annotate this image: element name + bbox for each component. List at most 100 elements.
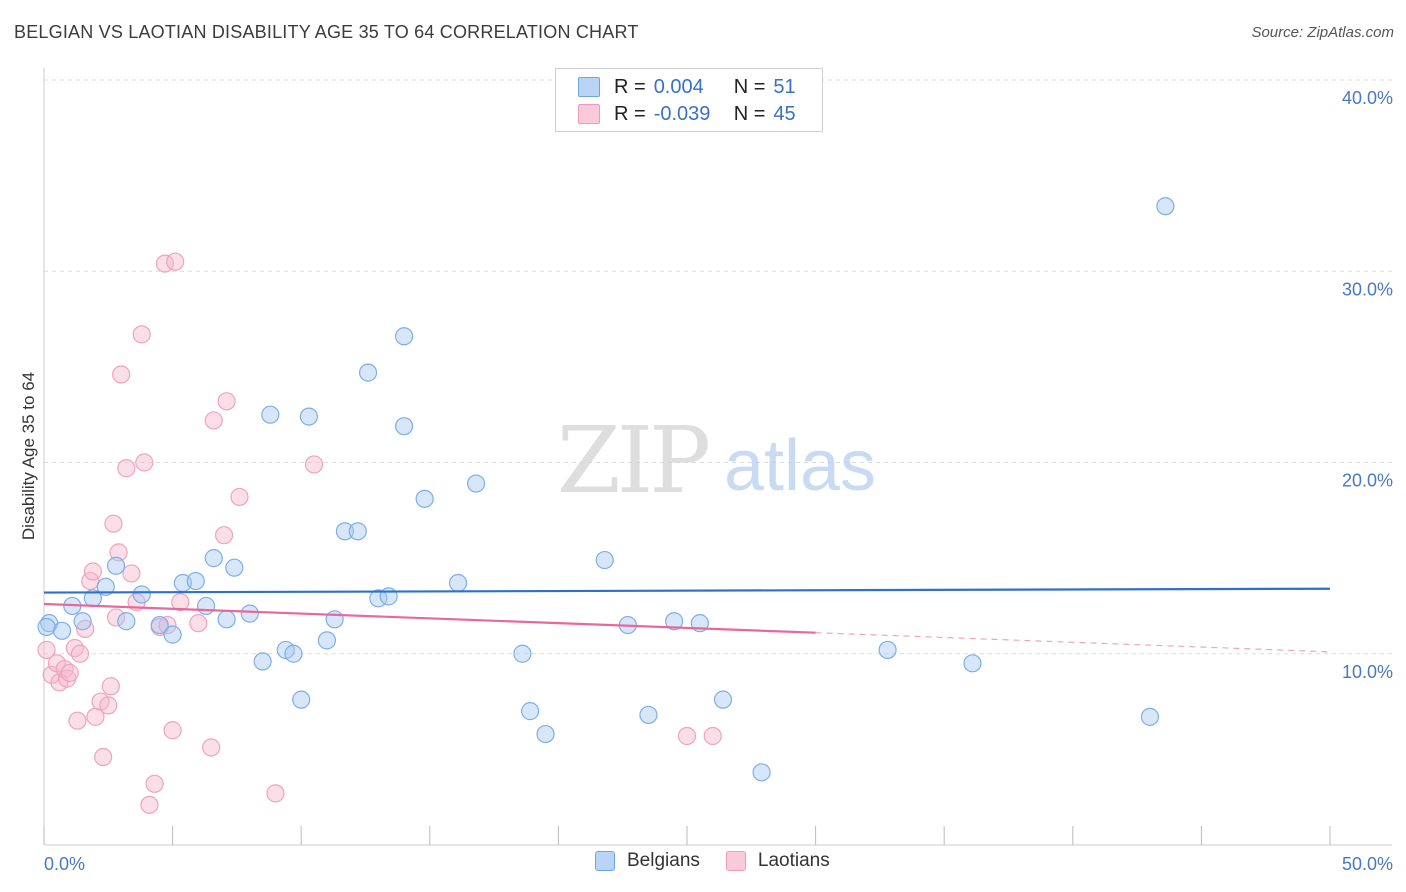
- belgian-point: [299, 407, 319, 426]
- x-tick-label: 50.0%: [1342, 854, 1393, 874]
- belgian-point: [132, 585, 151, 604]
- belgian-point: [52, 621, 72, 640]
- laotian-point: [68, 711, 87, 730]
- laotian-point: [166, 252, 185, 271]
- belgians-trend-line: [43, 587, 1331, 594]
- laotian-point: [266, 784, 285, 803]
- belgian-point: [225, 558, 244, 577]
- belgian-point: [106, 556, 126, 575]
- belgian-point: [292, 690, 311, 709]
- legend-item-belgians[interactable]: Belgians: [595, 850, 700, 872]
- laotian-point: [158, 615, 177, 635]
- laotian-point: [230, 487, 249, 507]
- legend-row-laotians: R = -0.039 N = 45: [578, 101, 796, 127]
- laotian-point: [189, 614, 208, 633]
- laotian-point: [94, 747, 113, 767]
- belgian-point: [415, 489, 434, 508]
- series-legend: Belgians Laotians: [595, 850, 856, 872]
- belgian-point: [1140, 707, 1160, 726]
- belgian-point: [325, 610, 344, 629]
- belgian-point: [448, 573, 468, 593]
- y-axis-label: Disability Age 35 to 64: [19, 372, 38, 540]
- belgian-point: [394, 417, 414, 436]
- belgian-point: [261, 405, 280, 424]
- laotian-point: [70, 644, 90, 663]
- belgian-point: [196, 596, 216, 616]
- belgian-point: [713, 690, 733, 709]
- r-label: R =: [614, 102, 646, 125]
- laotian-point: [106, 608, 126, 627]
- laotian-point: [217, 392, 236, 411]
- laotian-point: [101, 677, 120, 696]
- belgians-swatch: [578, 77, 600, 97]
- laotians-legend-swatch: [725, 851, 746, 871]
- belgian-point: [358, 363, 378, 382]
- laotian-point: [304, 455, 324, 474]
- laotian-point: [60, 663, 79, 682]
- belgian-point: [217, 610, 236, 629]
- belgian-point: [963, 654, 982, 673]
- belgian-point: [878, 640, 897, 660]
- belgian-point: [335, 522, 355, 541]
- belgian-point: [317, 631, 337, 650]
- belgian-point: [253, 652, 272, 671]
- belgian-point: [96, 577, 115, 596]
- laotian-point: [163, 721, 182, 740]
- belgian-point: [284, 644, 303, 663]
- laotian-point: [109, 543, 128, 562]
- axes: [43, 68, 1392, 846]
- legend-item-laotians[interactable]: Laotians: [725, 850, 830, 872]
- laotian-point: [171, 593, 190, 612]
- laotian-point: [117, 459, 136, 478]
- trend-lines: [43, 587, 1331, 653]
- stats-legend: R = 0.004 N = 51 R = -0.039 N = 45: [555, 68, 823, 132]
- belgian-point: [466, 474, 486, 493]
- belgians-points: [37, 197, 1175, 782]
- r-label: R =: [614, 75, 646, 98]
- belgian-point: [394, 327, 414, 346]
- belgians-legend-swatch: [595, 851, 615, 871]
- y-tick-label: 30.0%: [1342, 279, 1393, 299]
- laotian-point: [214, 526, 234, 545]
- laotian-point: [122, 564, 141, 583]
- laotian-point: [140, 795, 159, 814]
- belgian-point: [752, 763, 771, 782]
- r-value: 0.004: [653, 75, 704, 98]
- laotian-point: [677, 726, 697, 746]
- belgian-point: [204, 549, 223, 568]
- belgian-point: [639, 705, 658, 725]
- laotian-point: [99, 696, 118, 715]
- y-tick-label: 10.0%: [1342, 662, 1393, 682]
- laotian-point: [104, 514, 123, 533]
- r-value: -0.039: [653, 102, 711, 125]
- laotian-point: [202, 738, 221, 757]
- y-tick-label: 20.0%: [1342, 471, 1393, 491]
- laotian-point: [204, 411, 223, 430]
- n-label: N =: [733, 75, 766, 98]
- legend-row-belgians: R = 0.004 N = 51: [578, 74, 796, 100]
- laotians-points: [37, 252, 722, 814]
- x-tick-label: 0.0%: [44, 854, 85, 874]
- laotians-trend-extension: [815, 632, 1331, 653]
- laotian-point: [112, 365, 131, 384]
- n-label: N =: [733, 102, 766, 125]
- belgian-point: [163, 625, 182, 644]
- laotians-swatch: [578, 104, 600, 124]
- laotian-point: [132, 325, 151, 344]
- laotian-point: [135, 453, 154, 472]
- belgian-point: [73, 612, 92, 631]
- watermark-zip: ZIP: [557, 407, 708, 514]
- laotian-point: [703, 726, 722, 746]
- belgian-point: [37, 617, 56, 637]
- n-value: 45: [773, 102, 796, 125]
- laotian-point: [65, 638, 84, 658]
- belgian-point: [595, 550, 614, 570]
- belgian-point: [348, 522, 367, 541]
- source-label: Source: ZipAtlas.com: [1251, 24, 1394, 41]
- grid: [44, 79, 1392, 655]
- watermark-atlas: atlas: [724, 426, 876, 506]
- belgian-point: [1156, 197, 1175, 216]
- belgian-point: [665, 612, 684, 631]
- laotians-trend-line: [43, 602, 816, 634]
